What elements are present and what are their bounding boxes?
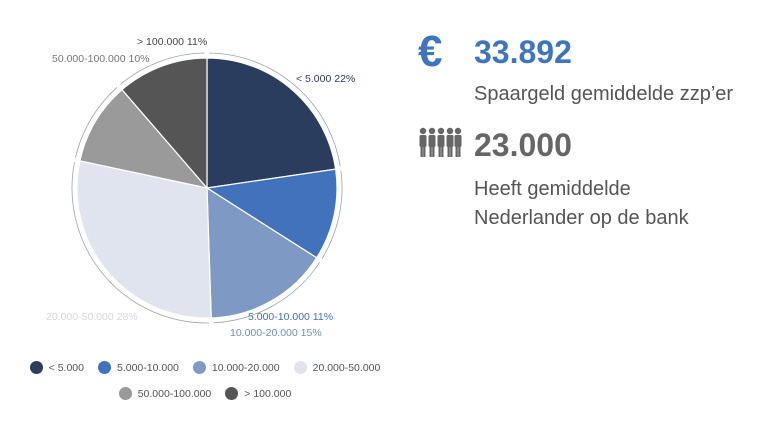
legend-item: 20.000-50.000 <box>293 361 381 374</box>
pie-slice <box>79 88 209 189</box>
pie-slice <box>76 160 212 319</box>
slice-data-label: < 5.000 22% <box>296 73 355 85</box>
leader-line <box>120 52 205 85</box>
pie-chart: < 5.000 22% 5.000-10.000 11% 10.000-20.000… <box>46 36 355 339</box>
leader-line <box>321 170 343 259</box>
legend-swatch <box>29 361 43 374</box>
savings-stat: € 33.892 <box>418 30 572 74</box>
legend-label: 20.000-50.000 <box>312 361 381 374</box>
leader-line <box>213 262 320 324</box>
euro-icon: € <box>418 27 443 76</box>
bank-caption-line-2: Nederlander op de bank <box>474 207 689 229</box>
pie-slice <box>121 57 208 190</box>
bank-caption: Heeft gemiddelde Nederlander op de bank <box>474 175 689 233</box>
legend-swatch <box>225 387 239 400</box>
legend-swatch <box>293 361 307 374</box>
legend-label: 5.000-10.000 <box>116 361 179 374</box>
pie-slice <box>206 57 337 189</box>
legend-label: 10.000-20.000 <box>211 361 280 374</box>
leader-line <box>75 87 118 158</box>
slice-data-label: 50.000-100.000 10% <box>52 53 150 65</box>
leader-line <box>71 162 210 324</box>
savings-value: 33.892 <box>474 33 572 70</box>
slice-data-label: > 100.000 11% <box>137 36 207 48</box>
bank-caption-line-1: Heeft gemiddelde <box>474 178 631 200</box>
slice-data-label: 20.000-50.000 28% <box>46 311 138 323</box>
legend-row-1: < 5.000 5.000-10.000 10.000-20.000 20.00… <box>0 361 410 374</box>
savings-caption: Spaargeld gemiddelde zzp’er <box>474 83 734 105</box>
legend-item: > 100.000 <box>225 387 291 400</box>
legend-item: < 5.000 <box>29 361 84 374</box>
pie-slice <box>205 168 338 259</box>
legend-swatch <box>97 361 111 374</box>
legend-item: 10.000-20.000 <box>192 361 280 374</box>
legend-row-2: 50.000-100.000 > 100.000 <box>0 387 410 400</box>
slice-data-label: 10.000-20.000 15% <box>230 327 322 339</box>
legend-swatch <box>118 387 132 400</box>
people-icon <box>418 126 474 165</box>
legend-label: > 100.000 <box>244 387 292 400</box>
bank-stat: 23.000 <box>418 126 572 165</box>
leader-line <box>209 52 341 167</box>
bank-value: 23.000 <box>474 127 572 163</box>
slice-data-label: 5.000-10.000 11% <box>248 311 333 323</box>
legend-label: 50.000-100.000 <box>137 387 212 400</box>
legend-item: 50.000-100.000 <box>118 387 212 400</box>
pie-slice <box>206 186 318 319</box>
legend-label: < 5.000 <box>48 361 84 374</box>
legend-swatch <box>192 361 206 374</box>
legend-item: 5.000-10.000 <box>97 361 179 374</box>
